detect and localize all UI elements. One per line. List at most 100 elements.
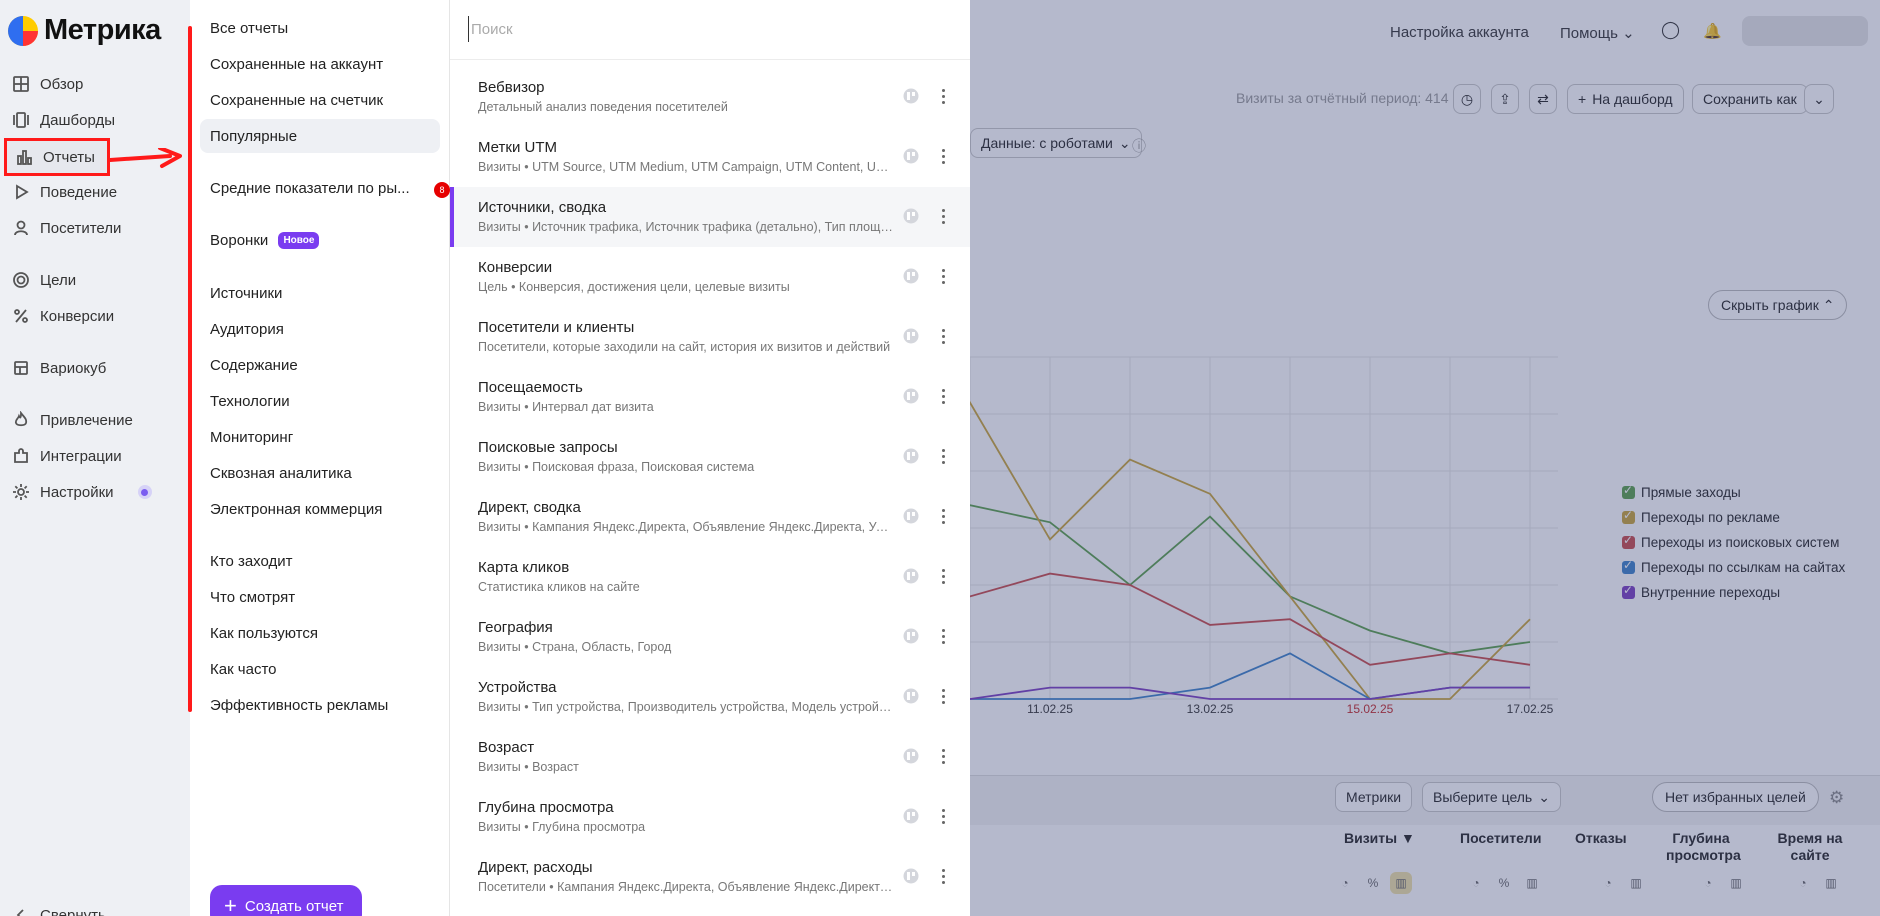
sidebar-item-goals[interactable]: Цели: [12, 271, 76, 289]
legend-item[interactable]: Переходы по ссылкам на сайтах: [1622, 555, 1845, 580]
report-item[interactable]: Глубина просмотра Визиты • Глубина просмо…: [450, 787, 970, 847]
category-technologies[interactable]: Технологии: [210, 393, 290, 410]
more-menu-icon[interactable]: [936, 447, 950, 465]
bar-view-icon[interactable]: ▥: [1630, 876, 1642, 890]
export-icon[interactable]: ⇪: [1491, 84, 1519, 114]
category-ad-effectiveness[interactable]: Эффективность рекламы: [210, 697, 389, 714]
sidebar-item-variocube[interactable]: Вариокуб: [12, 359, 106, 377]
more-menu-icon[interactable]: [936, 147, 950, 165]
column-time-on-site[interactable]: Время на сайте: [1770, 830, 1850, 864]
more-menu-icon[interactable]: [936, 207, 950, 225]
add-to-dashboard-icon[interactable]: [902, 747, 920, 765]
add-to-dashboard-icon[interactable]: [902, 507, 920, 525]
category-sources[interactable]: Источники: [210, 285, 283, 302]
bar-view-icon[interactable]: ▥: [1730, 876, 1742, 890]
category-industry-averages[interactable]: Средние показатели по ры... 8: [210, 180, 450, 198]
bar-view-icon[interactable]: ▥: [1825, 876, 1837, 890]
category-content[interactable]: Содержание: [210, 357, 298, 374]
category-audience[interactable]: Аудитория: [210, 321, 284, 338]
report-item[interactable]: География Визиты • Страна, Область, Город: [450, 607, 970, 667]
search-input[interactable]: [468, 16, 948, 42]
sidebar-item-behavior[interactable]: Поведение: [12, 183, 117, 201]
category-how-they-use[interactable]: Как пользуются: [210, 625, 318, 642]
favorite-goals-button[interactable]: Нет избранных целей: [1652, 782, 1819, 812]
percent-view-icon[interactable]: %: [1498, 876, 1510, 890]
pie-view-icon[interactable]: ◔: [1604, 876, 1612, 890]
more-menu-icon[interactable]: [936, 627, 950, 645]
more-menu-icon[interactable]: [936, 267, 950, 285]
pie-view-icon[interactable]: ◔: [1799, 876, 1807, 890]
legend-item[interactable]: Прямые заходы: [1622, 480, 1845, 505]
goal-select[interactable]: Выберите цель ⌄: [1422, 782, 1561, 812]
app-logo[interactable]: Метрика: [8, 14, 161, 47]
legend-item[interactable]: Переходы из поисковых систем: [1622, 530, 1845, 555]
category-popular[interactable]: Популярные: [200, 119, 440, 153]
compare-icon[interactable]: ⇄: [1529, 84, 1557, 114]
column-depth[interactable]: Глубина просмотра: [1666, 830, 1741, 864]
report-item[interactable]: Устройства Визиты • Тип устройства, Произ…: [450, 667, 970, 727]
more-menu-icon[interactable]: [936, 387, 950, 405]
create-report-button[interactable]: + Создать отчет: [210, 885, 362, 916]
pie-view-icon[interactable]: ◔: [1704, 876, 1712, 890]
category-who-visits[interactable]: Кто заходит: [210, 553, 293, 570]
report-item[interactable]: Возраст Визиты • Возраст: [450, 727, 970, 787]
report-item[interactable]: Посетители и клиенты Посетители, которые …: [450, 307, 970, 367]
sidebar-item-overview[interactable]: Обзор: [12, 75, 83, 93]
more-menu-icon[interactable]: [936, 807, 950, 825]
add-to-dashboard-icon[interactable]: [902, 147, 920, 165]
hide-chart-button[interactable]: Скрыть график ⌃: [1708, 290, 1848, 320]
data-filter-select[interactable]: Данные: с роботами ⌄: [970, 128, 1142, 158]
sidebar-item-dashboards[interactable]: Дашборды: [12, 111, 115, 129]
report-item[interactable]: Посещаемость Визиты • Интервал дат визита: [450, 367, 970, 427]
history-icon[interactable]: ◷: [1453, 84, 1481, 114]
add-to-dashboard-icon[interactable]: [902, 867, 920, 885]
column-bounces[interactable]: Отказы: [1575, 830, 1627, 847]
more-menu-icon[interactable]: [936, 747, 950, 765]
pie-view-icon[interactable]: ◔: [1341, 876, 1349, 890]
add-to-dashboard-icon[interactable]: [902, 627, 920, 645]
percent-view-icon[interactable]: %: [1367, 876, 1379, 890]
help-circle-icon[interactable]: ⓘ: [1132, 138, 1146, 154]
column-visits[interactable]: Визиты ▼: [1344, 830, 1415, 847]
pie-view-icon[interactable]: ◔: [1472, 876, 1480, 890]
report-item[interactable]: Источники, сводка Визиты • Источник трафи…: [450, 187, 970, 247]
sidebar-item-visitors[interactable]: Посетители: [12, 219, 121, 237]
more-menu-icon[interactable]: [936, 327, 950, 345]
sidebar-item-conversions[interactable]: Конверсии: [12, 307, 114, 325]
category-how-often[interactable]: Как часто: [210, 661, 277, 678]
report-item[interactable]: Метки UTM Визиты • UTM Source, UTM Medium…: [450, 127, 970, 187]
user-account[interactable]: [1742, 16, 1868, 46]
legend-item[interactable]: Переходы по рекламе: [1622, 505, 1845, 530]
bell-icon[interactable]: 🔔: [1703, 23, 1722, 40]
more-menu-icon[interactable]: [936, 567, 950, 585]
sidebar-item-integrations[interactable]: Интеграции: [12, 447, 122, 465]
add-to-dashboard-icon[interactable]: [902, 327, 920, 345]
category-saved-counter[interactable]: Сохраненные на счетчик: [210, 92, 384, 109]
category-ecommerce[interactable]: Электронная коммерция: [210, 501, 383, 518]
report-item[interactable]: Директ, сводка Визиты • Кампания Яндекс.Д…: [450, 487, 970, 547]
category-end-to-end-analytics[interactable]: Сквозная аналитика: [210, 465, 352, 482]
add-to-dashboard-icon[interactable]: [902, 267, 920, 285]
add-to-dashboard-icon[interactable]: [902, 447, 920, 465]
more-menu-icon[interactable]: [936, 87, 950, 105]
add-to-dashboard-icon[interactable]: [902, 687, 920, 705]
more-menu-icon[interactable]: [936, 687, 950, 705]
more-menu-icon[interactable]: [936, 507, 950, 525]
report-item[interactable]: Конверсии Цель • Конверсия, достижения це…: [450, 247, 970, 307]
sidebar-collapse[interactable]: Свернуть: [12, 906, 106, 916]
report-item[interactable]: Поисковые запросы Визиты • Поисковая фраз…: [450, 427, 970, 487]
metrics-button[interactable]: Метрики: [1335, 782, 1413, 812]
add-to-dashboard-icon[interactable]: [902, 87, 920, 105]
add-to-dashboard-button[interactable]: + На дашборд: [1567, 84, 1684, 114]
save-as-button[interactable]: Сохранить как: [1692, 84, 1808, 114]
report-item[interactable]: Директ, расходы Посетители • Кампания Янд…: [450, 847, 970, 907]
help-menu[interactable]: Помощь ⌄: [1560, 24, 1635, 42]
sidebar-item-reports[interactable]: Отчеты: [4, 138, 110, 176]
add-to-dashboard-icon[interactable]: [902, 567, 920, 585]
save-menu-chevron-icon[interactable]: ⌄: [1804, 84, 1834, 114]
add-to-dashboard-icon[interactable]: [902, 807, 920, 825]
add-to-dashboard-icon[interactable]: [902, 387, 920, 405]
chat-icon[interactable]: ◯: [1661, 20, 1681, 39]
account-settings-link[interactable]: Настройка аккаунта: [1390, 24, 1529, 41]
report-item[interactable]: Вебвизор Детальный анализ поведения посет…: [450, 67, 970, 127]
